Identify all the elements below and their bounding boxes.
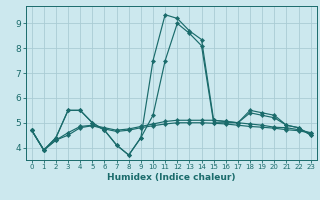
- X-axis label: Humidex (Indice chaleur): Humidex (Indice chaleur): [107, 173, 236, 182]
